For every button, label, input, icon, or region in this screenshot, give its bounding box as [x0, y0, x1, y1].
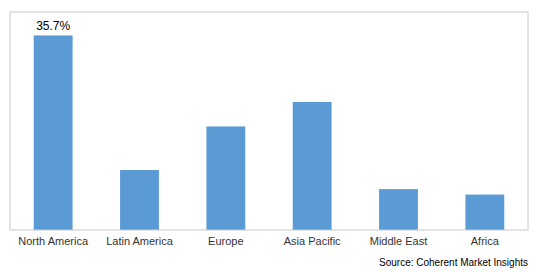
bar — [206, 126, 245, 230]
x-axis: North America Latin America Europe Asia Pac… — [18, 235, 499, 247]
tick-label: Asia Pacific — [284, 235, 341, 247]
tick-label: Middle East — [370, 235, 427, 247]
bar — [120, 170, 159, 230]
tick-label: Europe — [208, 235, 243, 247]
chart-container: North America Latin America Europe Asia Pac… — [0, 0, 538, 272]
plot-frame — [10, 12, 528, 230]
bars — [34, 35, 505, 230]
bar — [293, 102, 332, 230]
bar — [34, 35, 73, 230]
tick-label: North America — [18, 235, 89, 247]
data-labels: 35.7% — [36, 19, 70, 33]
source-note: Source: Coherent Market Insights — [379, 257, 528, 268]
bar — [465, 195, 504, 230]
background — [0, 0, 538, 272]
tick-label: Africa — [471, 235, 500, 247]
chart: North America Latin America Europe Asia Pac… — [0, 0, 538, 272]
data-label: 35.7% — [36, 19, 70, 33]
tick-label: Latin America — [106, 235, 174, 247]
bar — [379, 189, 418, 230]
